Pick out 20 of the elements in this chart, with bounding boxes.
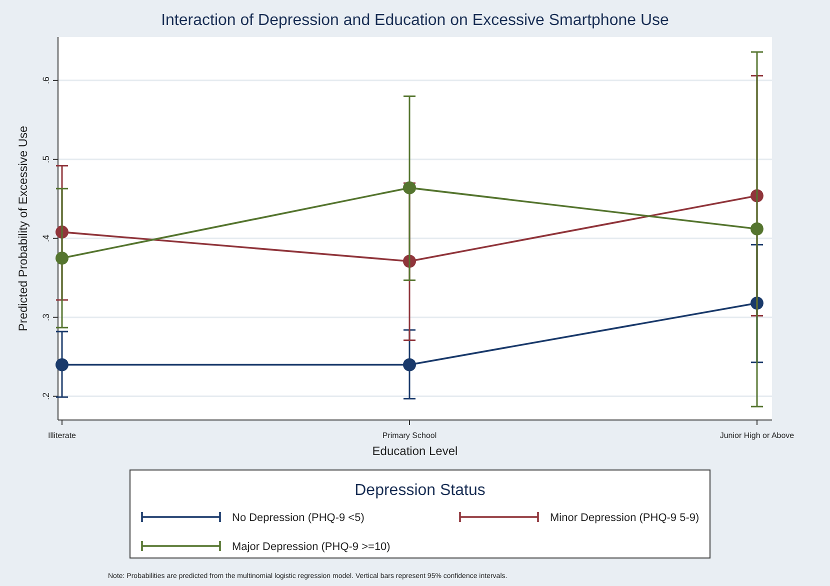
y-tick-label: .3 xyxy=(41,314,51,322)
x-tick-label: Primary School xyxy=(382,431,437,440)
legend-label: Major Depression (PHQ-9 >=10) xyxy=(232,541,390,553)
point xyxy=(56,252,68,265)
y-tick-label: .4 xyxy=(41,234,51,242)
y-axis-title: Predicted Probability of Excessive Use xyxy=(16,125,30,332)
point xyxy=(56,358,68,372)
x-tick-label: Illiterate xyxy=(48,431,77,440)
legend-title: Depression Status xyxy=(354,482,486,499)
point xyxy=(403,358,416,372)
x-axis-title: Education Level xyxy=(372,444,458,458)
point xyxy=(750,222,764,236)
legend-label: No Depression (PHQ-9 <5) xyxy=(232,512,364,524)
point xyxy=(403,181,416,194)
chart-title: Interaction of Depression and Education on Excessive Smartphone Use xyxy=(161,12,670,29)
y-tick-label: .6 xyxy=(41,76,51,84)
y-tick-label: .2 xyxy=(41,392,51,400)
x-tick-label: Junior High or Above xyxy=(720,431,795,440)
legend-label: Minor Depression (PHQ-9 5-9) xyxy=(550,512,700,524)
y-tick-label: .5 xyxy=(41,156,51,164)
